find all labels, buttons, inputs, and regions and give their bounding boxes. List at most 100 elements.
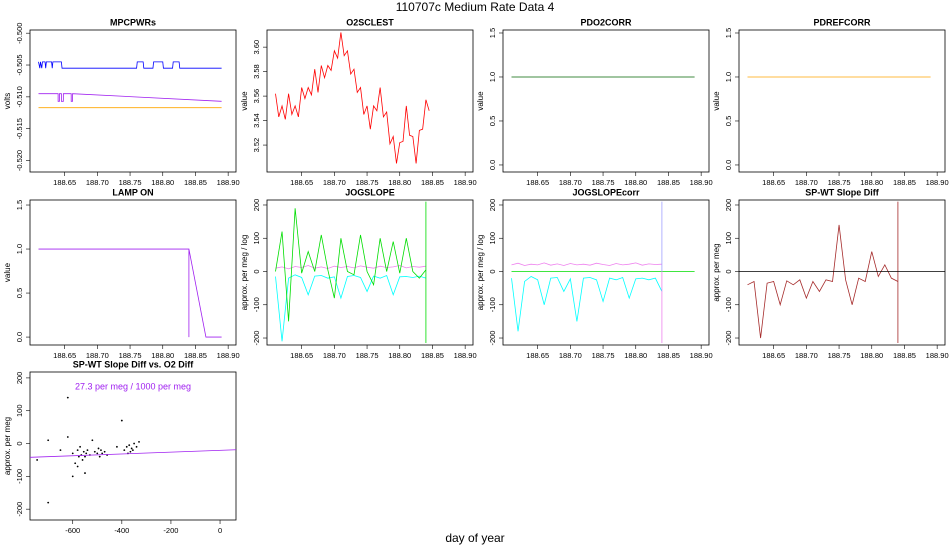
y-axis-label: value: [240, 91, 249, 111]
x-tick-label: -400: [114, 526, 129, 535]
x-tick-label: 188.85: [893, 178, 916, 187]
plot-frame: [29, 371, 237, 521]
plot-frame: [502, 199, 710, 346]
plot-frame: [502, 29, 710, 173]
x-tick-label: 188.85: [893, 351, 916, 360]
y-tick-label: 3.58: [252, 64, 261, 79]
y-tick-label: 200: [252, 199, 261, 212]
plot-area: [739, 201, 945, 343]
scatter-point: [103, 450, 106, 453]
scatter-point: [101, 452, 104, 455]
y-tick-label: -0.510: [15, 86, 24, 107]
y-tick-label: -200: [15, 502, 24, 517]
panel-title: JOGSLOPEcorr: [572, 187, 640, 197]
scatter-point: [91, 439, 94, 442]
y-tick-label: 0: [724, 269, 733, 273]
y-tick-label: -0.515: [15, 118, 24, 139]
x-tick-label: 188.75: [828, 351, 851, 360]
x-tick-label: 188.65: [526, 178, 549, 187]
series-line: [275, 32, 430, 164]
scatter-point: [125, 445, 128, 448]
x-tick-label: 188.70: [559, 351, 582, 360]
y-tick-label: 1.0: [724, 72, 733, 82]
plot-area: [38, 248, 222, 338]
x-tick-label: 188.70: [559, 178, 582, 187]
y-tick-label: 3.54: [252, 113, 261, 128]
plot-area: [38, 61, 222, 109]
x-tick-label: -200: [163, 526, 178, 535]
plot-frame: [266, 29, 474, 173]
x-tick-label: 188.70: [323, 351, 346, 360]
series-line: [38, 93, 222, 102]
annotation: 27.3 per meg / 1000 per meg: [75, 381, 191, 391]
panel-title: O2SCLEST: [346, 17, 394, 27]
panel-title: JOGSLOPE: [345, 187, 395, 197]
scatter-point: [84, 455, 86, 458]
scatter-point: [135, 445, 138, 448]
y-tick-label: 1.0: [488, 72, 497, 82]
plot-area: [275, 201, 427, 343]
plot-area: [511, 201, 695, 343]
y-tick-label: 0.5: [15, 288, 24, 298]
scatter-point: [130, 447, 133, 450]
y-tick-label: 0: [252, 269, 261, 273]
x-tick-label: 188.85: [184, 351, 207, 360]
panel-title: SP-WT Slope Diff vs. O2 Diff: [73, 359, 195, 369]
y-tick-label: 1.5: [724, 28, 733, 38]
scatter-point: [74, 462, 77, 465]
scatter-point: [71, 452, 74, 455]
y-tick-label: 0.0: [724, 160, 733, 170]
x-axis-label: day of year: [445, 531, 504, 545]
x-tick-label: 188.85: [657, 178, 680, 187]
x-tick-label: 188.70: [86, 351, 109, 360]
scatter-point: [47, 501, 50, 504]
y-tick-label: 0.0: [488, 160, 497, 170]
scatter-point: [133, 442, 136, 445]
scatter-point: [66, 396, 69, 399]
y-tick-label: -100: [724, 297, 733, 312]
x-tick-label: 188.65: [290, 178, 313, 187]
x-tick-label: 188.90: [690, 351, 713, 360]
y-axis-label: value: [3, 262, 12, 282]
x-tick-label: 188.75: [356, 351, 379, 360]
scatter-point: [123, 449, 126, 452]
x-tick-label: 188.75: [828, 178, 851, 187]
panel-title: MPCPWRs: [110, 17, 156, 27]
fit-line: [30, 449, 236, 458]
y-tick-label: -0.505: [15, 54, 24, 75]
x-tick-label: -600: [65, 526, 80, 535]
y-tick-label: 200: [15, 372, 24, 385]
plot-frame: [738, 199, 946, 346]
x-tick-label: 188.75: [119, 351, 142, 360]
scatter-point: [96, 452, 99, 455]
x-tick-label: 188.65: [762, 351, 785, 360]
y-tick-label: 3.56: [252, 89, 261, 104]
x-tick-label: 188.70: [795, 351, 818, 360]
plot-frame: [29, 199, 237, 346]
y-tick-label: -100: [252, 297, 261, 312]
x-tick-label: 188.75: [356, 178, 379, 187]
series-line: [38, 248, 222, 338]
x-tick-label: 188.85: [421, 351, 444, 360]
panel-title: PDO2CORR: [580, 17, 632, 27]
x-tick-label: 188.65: [762, 178, 785, 187]
x-tick-label: 188.80: [624, 351, 647, 360]
scatter-point: [47, 439, 50, 442]
scatter-point: [79, 445, 81, 448]
y-tick-label: 3.52: [252, 138, 261, 153]
scatter-point: [116, 445, 118, 448]
y-axis-label: approx. per meg / log: [476, 235, 485, 311]
y-tick-label: 0.5: [488, 116, 497, 126]
y-axis-label: value: [712, 91, 721, 111]
scatter-point: [76, 449, 79, 452]
x-tick-label: 188.75: [592, 351, 615, 360]
y-tick-label: 0.0: [15, 332, 24, 342]
series-line: [275, 208, 427, 322]
y-tick-label: 100: [252, 232, 261, 245]
x-tick-label: 188.85: [657, 351, 680, 360]
scatter-point: [85, 452, 88, 455]
y-tick-label: -100: [488, 297, 497, 312]
x-tick-label: 188.65: [53, 351, 76, 360]
x-tick-label: 188.80: [151, 351, 174, 360]
